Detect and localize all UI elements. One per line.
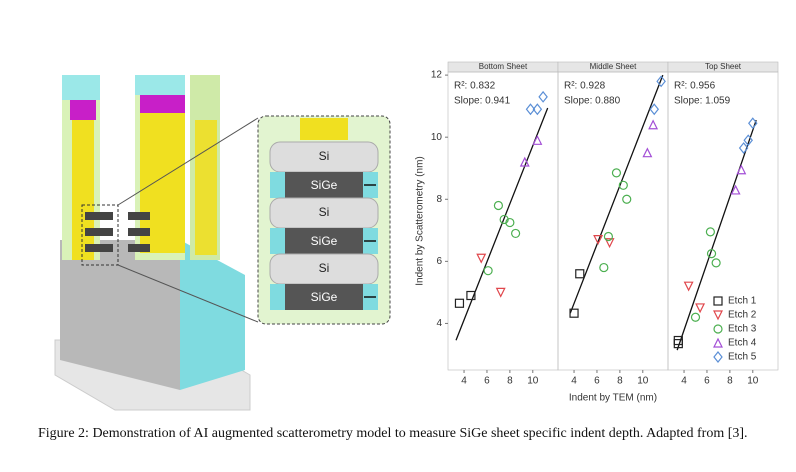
- marker: [683, 281, 694, 292]
- facet-frame: [557, 71, 669, 371]
- x-axis-label: Indent by TEM (nm): [569, 393, 657, 404]
- x-tick-label: 10: [527, 376, 539, 387]
- marker: [466, 290, 476, 301]
- marker: [603, 231, 614, 242]
- marker: [713, 337, 723, 348]
- x-tick-label: 10: [637, 376, 649, 387]
- marker: [730, 184, 741, 195]
- facet-title: Middle Sheet: [590, 62, 637, 71]
- marker: [743, 134, 753, 147]
- marker: [575, 269, 585, 279]
- fit-line: [569, 74, 664, 314]
- marker: [642, 147, 653, 158]
- fit-line: [455, 107, 549, 341]
- marker: [511, 228, 521, 239]
- marker: [599, 262, 609, 273]
- annotation: Slope: 0.880: [564, 96, 621, 107]
- marker: [604, 238, 615, 249]
- y-tick-label: 12: [431, 70, 443, 81]
- annotation: R²: 0.832: [454, 81, 496, 92]
- marker: [493, 200, 504, 211]
- inset-label: SiGe: [311, 178, 338, 192]
- marker: [705, 227, 715, 237]
- x-tick-label: 10: [747, 376, 759, 387]
- marker: [713, 296, 723, 306]
- annotation: Slope: 1.059: [674, 96, 731, 107]
- y-tick-label: 10: [431, 132, 443, 143]
- facet-frame: [667, 71, 779, 371]
- marker: [673, 339, 683, 349]
- annotation: R²: 0.928: [564, 81, 606, 92]
- facet-title: Top Sheet: [705, 62, 742, 71]
- marker: [748, 117, 758, 130]
- marker: [738, 142, 749, 155]
- marker: [649, 103, 660, 116]
- marker: [656, 75, 666, 88]
- annotation: Slope: 0.941: [454, 96, 511, 107]
- marker: [695, 303, 706, 314]
- caption: Figure 2: Demonstration of AI augmented …: [38, 426, 748, 441]
- marker: [525, 103, 536, 116]
- x-tick-label: 4: [461, 376, 467, 387]
- legend-label: Etch 4: [728, 338, 757, 349]
- marker: [483, 266, 493, 276]
- charts: Bottom Sheet 4 6 8 10 4 6 8 10 12 Indent by Scatte…: [415, 61, 779, 404]
- inset-label: Si: [319, 205, 330, 219]
- figure: Si SiGe Si SiGe Si SiGe Bottom Sheet 4 6 8 1…: [54, 61, 779, 411]
- x-tick-label: 8: [617, 376, 623, 387]
- marker: [736, 164, 747, 175]
- marker: [706, 248, 717, 259]
- inset: Si SiGe Si SiGe Si SiGe: [257, 115, 391, 325]
- y-tick-label: 8: [436, 194, 442, 205]
- device-render: [54, 75, 259, 411]
- x-tick-label: 6: [704, 376, 710, 387]
- marker: [505, 217, 515, 228]
- marker: [648, 119, 659, 130]
- annotation: R²: 0.956: [674, 81, 716, 92]
- marker: [618, 180, 628, 190]
- marker: [622, 194, 632, 204]
- marker: [713, 351, 723, 363]
- legend-label: Etch 2: [728, 310, 757, 321]
- x-tick-label: 4: [681, 376, 687, 387]
- marker: [532, 134, 543, 145]
- legend-label: Etch 1: [728, 296, 757, 307]
- marker: [690, 312, 701, 322]
- marker: [454, 298, 465, 308]
- x-tick-label: 8: [727, 376, 733, 387]
- fit-line: [676, 119, 757, 351]
- x-tick-label: 6: [484, 376, 490, 387]
- inset-label: Si: [319, 149, 330, 163]
- inset-label: Si: [319, 261, 330, 275]
- marker: [713, 310, 723, 321]
- inset-label: SiGe: [311, 234, 338, 248]
- y-tick-label: 6: [436, 256, 442, 267]
- marker: [711, 258, 721, 268]
- marker: [611, 168, 622, 178]
- legend-label: Etch 3: [728, 324, 757, 335]
- inset-label: SiGe: [311, 290, 338, 304]
- legend-label: Etch 5: [728, 352, 757, 363]
- x-tick-label: 8: [507, 376, 513, 387]
- y-axis-label: Indent by Scatterometry (nm): [415, 156, 426, 286]
- marker: [538, 90, 548, 103]
- x-tick-label: 6: [594, 376, 600, 387]
- marker: [519, 156, 530, 167]
- marker: [713, 324, 723, 334]
- x-tick-label: 4: [571, 376, 577, 387]
- marker: [476, 253, 487, 264]
- y-tick-label: 4: [436, 318, 442, 329]
- marker: [495, 287, 506, 298]
- marker: [569, 308, 579, 318]
- marker: [593, 235, 604, 245]
- marker: [532, 103, 543, 116]
- facet-title: Bottom Sheet: [479, 62, 528, 71]
